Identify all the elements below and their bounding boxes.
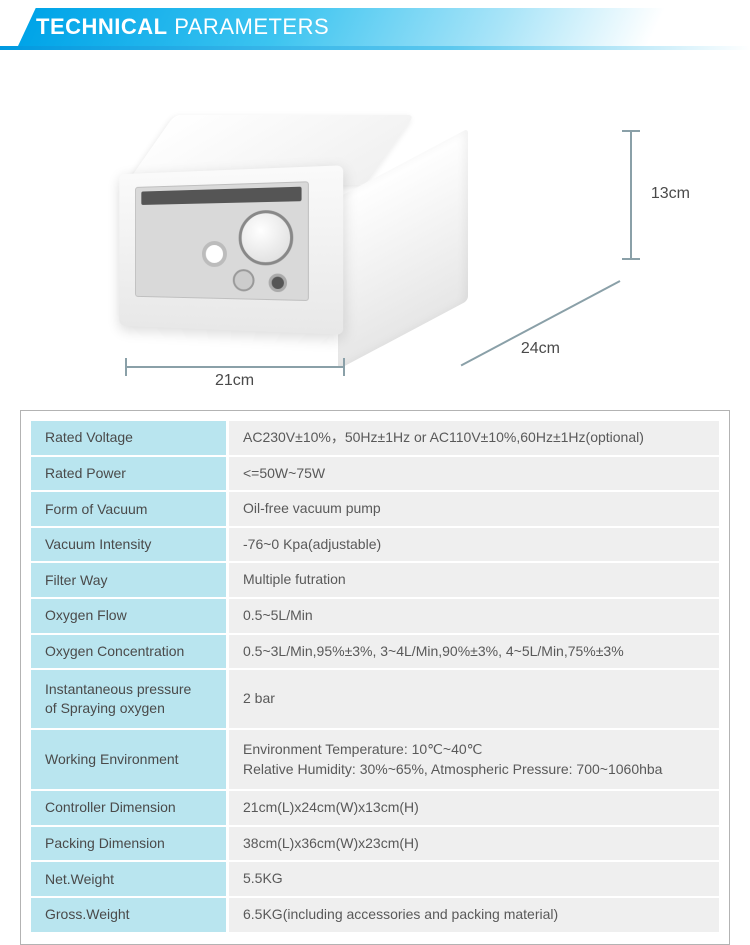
dim-width-tick-right <box>343 358 345 376</box>
spec-label: Rated Power <box>31 457 226 491</box>
device-drawing <box>110 115 430 345</box>
spec-row: Rated Power<=50W~75W <box>31 457 719 493</box>
spec-row: Gross.Weight6.5KG(including accessories … <box>31 898 719 934</box>
header-underline <box>0 46 750 50</box>
spec-label: Vacuum Intensity <box>31 528 226 562</box>
spec-label: Controller Dimension <box>31 791 226 825</box>
spec-value: <=50W~75W <box>229 457 719 491</box>
dim-width-label: 21cm <box>215 372 254 390</box>
spec-row: Filter WayMultiple futration <box>31 563 719 599</box>
device-panel-title-strip <box>141 187 301 205</box>
spec-value: Environment Temperature: 10℃~40℃ Relativ… <box>229 730 719 789</box>
spec-row: Oxygen Concentration0.5~3L/Min,95%±3%, 3… <box>31 635 719 671</box>
spec-value: Oil-free vacuum pump <box>229 492 719 526</box>
vacuum-port-icon <box>269 274 287 293</box>
dim-width-line <box>125 366 345 368</box>
spec-label: Gross.Weight <box>31 898 226 932</box>
header-title-light: PARAMETERS <box>168 14 330 39</box>
spec-row: Controller Dimension21cm(L)x24cm(W)x13cm… <box>31 791 719 827</box>
white-knob-icon <box>202 241 227 267</box>
pressure-gauge-icon <box>239 210 294 266</box>
spec-value: 21cm(L)x24cm(W)x13cm(H) <box>229 791 719 825</box>
spec-value: Multiple futration <box>229 563 719 597</box>
spec-value: AC230V±10%，50Hz±1Hz or AC110V±10%,60Hz±1… <box>229 421 719 455</box>
spec-label: Oxygen Concentration <box>31 635 226 669</box>
spec-value: 2 bar <box>229 670 719 728</box>
spec-value: 6.5KG(including accessories and packing … <box>229 898 719 932</box>
specs-table: Rated VoltageAC230V±10%，50Hz±1Hz or AC11… <box>20 410 730 945</box>
spec-value: 0.5~5L/Min <box>229 599 719 633</box>
dim-height-tick-bottom <box>622 258 640 260</box>
spec-value: 38cm(L)x36cm(W)x23cm(H) <box>229 827 719 861</box>
spec-label: Packing Dimension <box>31 827 226 861</box>
spec-row: Oxygen Flow0.5~5L/Min <box>31 599 719 635</box>
dim-height-line <box>630 130 632 260</box>
product-illustration: 13cm 24cm 21cm <box>20 70 730 390</box>
section-header: TECHNICAL PARAMETERS <box>0 8 750 50</box>
header-title-bold: TECHNICAL <box>36 14 168 39</box>
dim-height-label: 13cm <box>651 185 690 203</box>
dim-height-tick-top <box>622 130 640 132</box>
spec-label: Filter Way <box>31 563 226 597</box>
spec-label: Net.Weight <box>31 862 226 896</box>
spec-label: Rated Voltage <box>31 421 226 455</box>
spec-value: 0.5~3L/Min,95%±3%, 3~4L/Min,90%±3%, 4~5L… <box>229 635 719 669</box>
spec-label: Working Environment <box>31 730 226 789</box>
spec-row: Net.Weight5.5KG <box>31 862 719 898</box>
spec-row: Packing Dimension38cm(L)x36cm(W)x23cm(H) <box>31 827 719 863</box>
dim-width-tick-left <box>125 358 127 376</box>
spec-row: Rated VoltageAC230V±10%，50Hz±1Hz or AC11… <box>31 421 719 457</box>
spec-row: Form of VacuumOil-free vacuum pump <box>31 492 719 528</box>
header-title: TECHNICAL PARAMETERS <box>0 8 750 46</box>
spec-row: Vacuum Intensity-76~0 Kpa(adjustable) <box>31 528 719 564</box>
spec-row: Instantaneous pressure of Spraying oxyge… <box>31 670 719 730</box>
grey-knob-icon <box>233 269 255 292</box>
device-control-panel <box>135 181 309 301</box>
spec-label: Form of Vacuum <box>31 492 226 526</box>
dim-depth-label: 24cm <box>521 340 560 358</box>
spec-value: -76~0 Kpa(adjustable) <box>229 528 719 562</box>
spec-row: Working EnvironmentEnvironment Temperatu… <box>31 730 719 791</box>
spec-label: Oxygen Flow <box>31 599 226 633</box>
spec-label: Instantaneous pressure of Spraying oxyge… <box>31 670 226 728</box>
device-front-face <box>119 165 343 334</box>
spec-value: 5.5KG <box>229 862 719 896</box>
